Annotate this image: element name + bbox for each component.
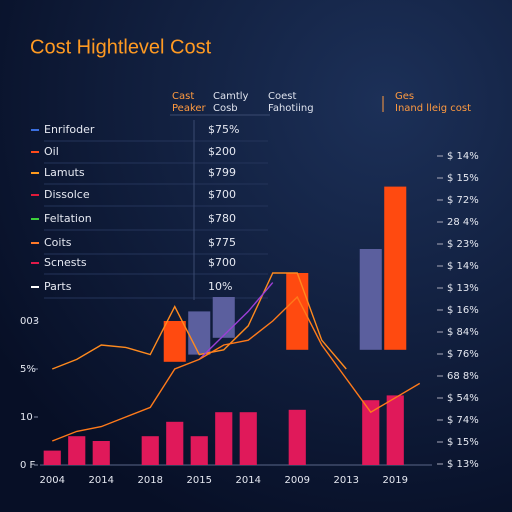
x-tick-label: 2009 xyxy=(285,475,310,486)
y2-label: $ 76% xyxy=(447,349,479,360)
bar xyxy=(215,412,233,465)
column-header: Inand lleig cost xyxy=(395,103,471,114)
x-tick-label: 2014 xyxy=(236,475,261,486)
column-header: Camtly xyxy=(213,91,249,102)
y2-label: 68 8% xyxy=(447,371,479,382)
legend-value: $700 xyxy=(208,188,236,201)
line xyxy=(51,295,421,442)
bar xyxy=(68,436,86,465)
column-header: Coest xyxy=(268,91,296,102)
range-bar xyxy=(384,186,407,350)
bar xyxy=(190,436,208,465)
x-tick-label: 2015 xyxy=(187,475,212,486)
y2-label: $ 84% xyxy=(447,327,479,338)
range-bar xyxy=(359,249,382,350)
y-tick-label: 10 xyxy=(20,412,33,423)
legend-value: $799 xyxy=(208,166,236,179)
legend-value: $200 xyxy=(208,145,236,158)
bar xyxy=(92,441,110,465)
x-tick-label: 2019 xyxy=(383,475,408,486)
y-tick-label: 003 xyxy=(20,316,39,327)
y2-label: $ 14% xyxy=(447,261,479,272)
legend-name: Scnests xyxy=(44,256,87,269)
column-header: Peaker xyxy=(172,103,207,114)
column-header: Ges xyxy=(395,91,414,102)
line xyxy=(51,272,347,370)
chart-title: Cost Hightlevel Cost xyxy=(30,36,212,58)
y2-label: $ 13% xyxy=(447,283,479,294)
bar xyxy=(386,395,404,465)
x-tick-label: 2014 xyxy=(89,475,114,486)
y2-label: $ 15% xyxy=(447,173,479,184)
legend-value: $780 xyxy=(208,212,236,225)
x-tick-label: 2013 xyxy=(334,475,359,486)
x-tick-label: 2018 xyxy=(138,475,163,486)
legend-value: $700 xyxy=(208,256,236,269)
legend-value: $775 xyxy=(208,236,236,249)
y2-label: $ 54% xyxy=(447,393,479,404)
range-bar xyxy=(212,297,235,338)
x-tick-label: 2004 xyxy=(40,475,65,486)
y2-label: $ 74% xyxy=(447,415,479,426)
range-bar xyxy=(188,311,211,355)
legend-name: Dissolce xyxy=(44,188,90,201)
bar xyxy=(141,436,159,465)
y-tick-label: 0 F xyxy=(20,460,36,471)
bar xyxy=(239,412,257,465)
line xyxy=(198,282,274,360)
y2-label: 28 4% xyxy=(447,217,479,228)
legend-name: Enrifoder xyxy=(44,123,95,136)
bar xyxy=(43,450,61,465)
column-header: Cosb xyxy=(213,103,238,114)
legend-name: Feltation xyxy=(44,212,92,225)
y2-label: $ 15% xyxy=(447,437,479,448)
y2-label: $ 13% xyxy=(447,459,479,470)
y2-label: $ 72% xyxy=(447,195,479,206)
y2-label: $ 23% xyxy=(447,239,479,250)
legend-name: Oil xyxy=(44,145,59,158)
y2-label: $ 14% xyxy=(447,151,479,162)
bar xyxy=(362,400,380,465)
bar xyxy=(288,409,306,465)
legend-value: 10% xyxy=(208,280,232,293)
legend-name: Lamuts xyxy=(44,166,85,179)
y-tick-label: 5% xyxy=(20,364,36,375)
bar xyxy=(166,421,184,465)
range-bar xyxy=(163,321,186,362)
legend-name: Parts xyxy=(44,280,72,293)
legend-value: $75% xyxy=(208,123,239,136)
column-header: Cast xyxy=(172,91,194,102)
legend-name: Coits xyxy=(44,236,72,249)
y2-label: $ 16% xyxy=(447,305,479,316)
range-bar xyxy=(286,273,309,350)
column-header: Fahotiing xyxy=(268,103,314,114)
